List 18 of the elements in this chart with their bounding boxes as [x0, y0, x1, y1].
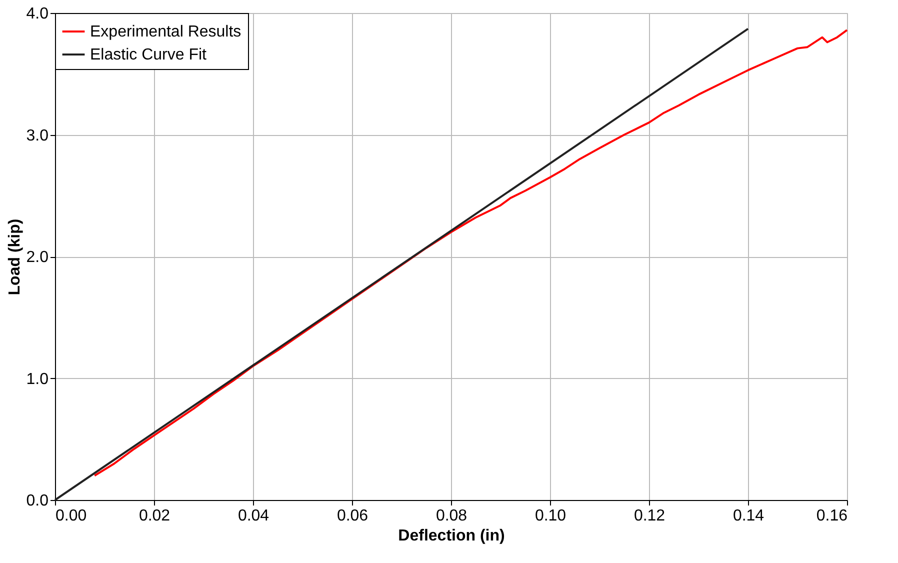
x-tick-label: 0.10 [534, 508, 566, 524]
x-tick-label: 0.16 [816, 508, 848, 524]
legend-label: Experimental Results [90, 24, 242, 40]
y-tick-label: 4.0 [26, 6, 49, 22]
y-tick-label: 1.0 [26, 370, 49, 388]
x-tick-label: 0.12 [634, 508, 666, 524]
legend-label: Elastic Curve Fit [90, 46, 208, 64]
x-tick-label: 0.08 [436, 508, 468, 524]
x-tick-label: 0.04 [238, 508, 270, 524]
x-tick-label: 0.14 [732, 508, 764, 524]
x-tick-label: 0.06 [336, 508, 368, 524]
y-tick-label: 2.0 [26, 249, 49, 266]
y-tick-label: 0.0 [26, 492, 49, 510]
y-axis-title: Load (kip) [6, 218, 24, 296]
x-tick-label: 0.02 [138, 508, 170, 524]
x-tick-label: 0.00 [56, 508, 87, 524]
x-axis-title: Deflection (in) [398, 528, 505, 544]
y-tick-label: 3.0 [26, 127, 49, 144]
